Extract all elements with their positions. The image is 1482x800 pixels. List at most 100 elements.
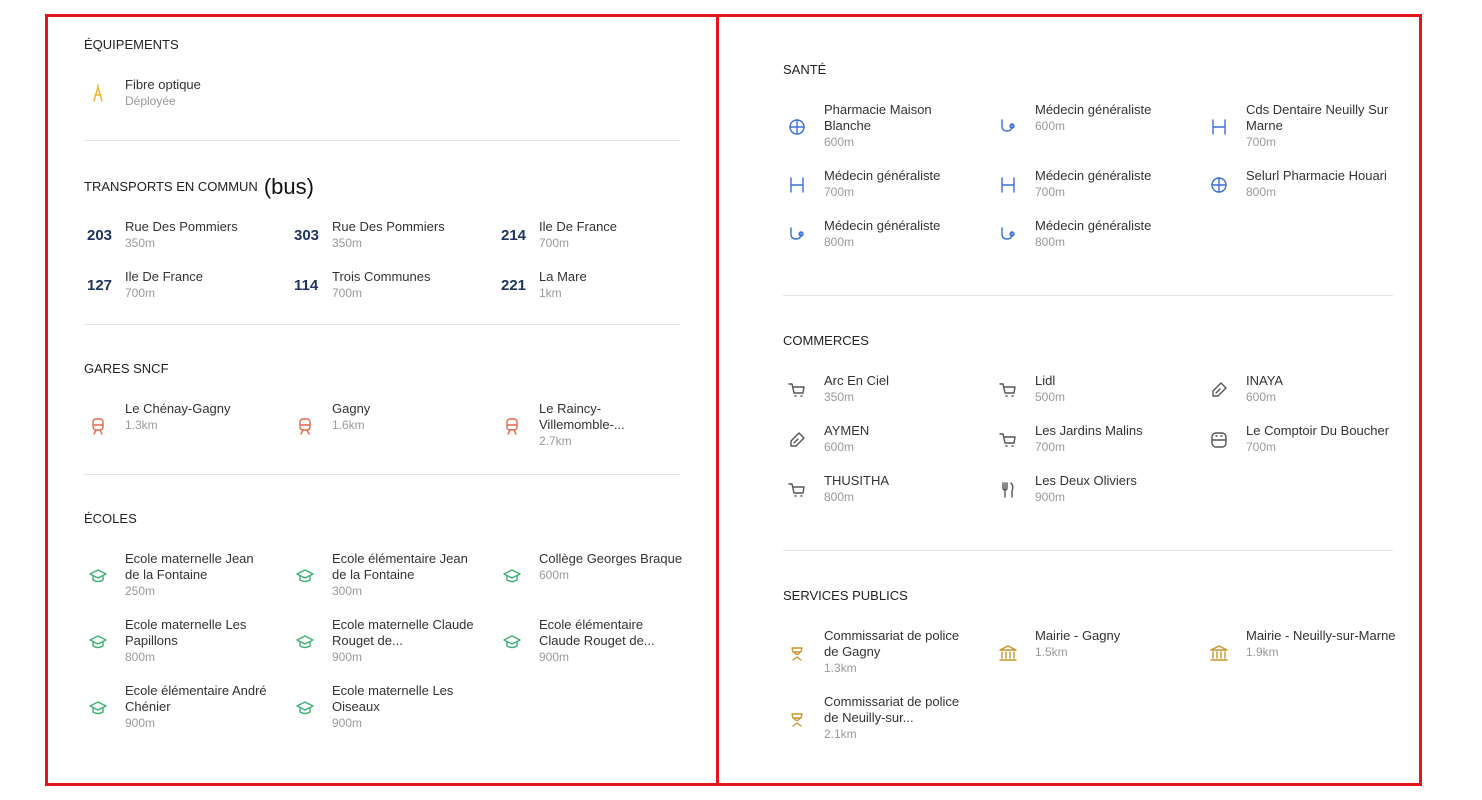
icon: [299, 417, 311, 435]
poi-distance: 700m: [1035, 440, 1066, 454]
section-title-text: ÉCOLES: [84, 511, 137, 526]
poi-distance: 800m: [1246, 185, 1277, 199]
poi-name: La Mare: [539, 269, 587, 284]
poi-distance: 700m: [332, 286, 363, 300]
poi-distance: 900m: [125, 716, 156, 730]
poi-distance: 350m: [125, 236, 156, 250]
icon-shape: [299, 423, 311, 435]
icon-shape: [789, 118, 805, 135]
poi-distance: 900m: [1035, 490, 1066, 504]
poi-item: INAYA 600m: [1205, 373, 1416, 406]
poi-name: Ile De France: [125, 269, 204, 284]
section-title: GARES SNCF: [84, 361, 680, 377]
poi-name: Ecole maternelle Les Papillons: [125, 617, 247, 648]
poi-distance: 500m: [1035, 390, 1066, 404]
bus-line: 221: [501, 276, 527, 294]
poi-name: Ecole maternelle Jean de la Fontaine: [125, 551, 254, 582]
poi-name: Cds Dentaire Neuilly Sur Marne: [1246, 102, 1389, 133]
icon-shape: [1212, 118, 1226, 135]
icon-shape: [1001, 226, 1015, 240]
poi-name: Ecole élémentaire Jean de la Fontaine: [332, 551, 468, 582]
section: GARES SNCF Le Chénay-Gagny 1.3km Gagny 1.6km…: [84, 361, 680, 450]
icon: [1002, 481, 1014, 498]
icon-shape: [791, 712, 803, 727]
poi-distance: 350m: [824, 390, 855, 404]
icon: [790, 226, 804, 240]
poi-item: Commissariat de police de Gagny 1.3km: [783, 628, 994, 677]
section: SANTÉ Pharmacie Maison Blanche 600m Médecin…: [783, 62, 1393, 251]
icon: [1001, 176, 1015, 193]
poi-distance: 1.3km: [824, 661, 857, 675]
poi-item: AYMEN 600m: [783, 423, 994, 456]
icon-shape: [788, 482, 805, 497]
poi-name: Ecole élémentaire André Chénier: [125, 683, 267, 714]
bus-line: 303: [294, 226, 320, 244]
poi-name: Le Raincy-Villemomble-...: [539, 401, 625, 432]
section-title-text: GARES SNCF: [84, 361, 169, 376]
section: SERVICES PUBLICS Commissariat de police d…: [783, 588, 1396, 743]
poi-name: Mairie - Gagny: [1035, 628, 1121, 643]
icon: [89, 568, 107, 582]
poi-name: INAYA: [1246, 373, 1284, 388]
poi-item: Ecole maternelle Les Papillons 800m: [84, 617, 291, 666]
poi-name: Les Deux Oliviers: [1035, 473, 1137, 488]
poi-name: Médecin généraliste: [1035, 168, 1152, 183]
icon: [503, 634, 521, 648]
icon-shape: [1211, 434, 1227, 441]
section-title-text: SANTÉ: [783, 62, 827, 77]
icon: [89, 700, 107, 714]
poi-item: Médecin généraliste 700m: [783, 168, 994, 201]
divider: [84, 140, 680, 141]
section-note: (bus): [263, 174, 314, 199]
poi-name: Fibre optique: [125, 77, 201, 92]
poi-distance: 800m: [125, 650, 156, 664]
poi-distance: 1km: [539, 286, 562, 300]
poi-name: Le Chénay-Gagny: [125, 401, 231, 416]
icon-shape: [999, 382, 1016, 397]
icon-shape: [1001, 176, 1015, 193]
icon-shape: [1210, 644, 1228, 661]
poi-name: Les Jardins Malins: [1035, 423, 1143, 438]
poi-name: Médecin généraliste: [824, 168, 941, 183]
poi-item: THUSITHA 800m: [783, 473, 994, 506]
icon-shape: [1002, 481, 1014, 498]
poi-item: Le Raincy-Villemomble-... 2.7km: [498, 401, 705, 450]
poi-name: Ecole élémentaire Claude Rouget de...: [539, 617, 655, 648]
icon: [788, 482, 805, 497]
poi-item: Ecole élémentaire Jean de la Fontaine 300…: [291, 551, 498, 600]
icon: [999, 382, 1016, 397]
poi-name: Médecin généraliste: [1035, 102, 1152, 117]
poi-distance: 800m: [824, 490, 855, 504]
poi-name: Ecole maternelle Claude Rouget de...: [332, 617, 474, 648]
section-title-text: TRANSPORTS EN COMMUN: [84, 179, 258, 194]
icon-shape: [1001, 118, 1015, 132]
poi-name: Collège Georges Braque: [539, 551, 683, 566]
poi-distance: 2.1km: [824, 727, 857, 741]
section-title: SERVICES PUBLICS: [783, 588, 1393, 604]
left-panel: ÉQUIPEMENTS Fibre optique Déployée TRANSPOR…: [45, 14, 719, 786]
icon: [506, 417, 518, 435]
icon: [296, 634, 314, 648]
icon: [503, 568, 521, 582]
poi-item: Ecole maternelle Claude Rouget de... 900m: [291, 617, 498, 666]
section-title-text: COMMERCES: [783, 333, 869, 348]
poi-name: Arc En Ciel: [824, 373, 890, 388]
poi-distance: 700m: [539, 236, 570, 250]
poi-item: Mairie - Gagny 1.5km: [994, 628, 1205, 677]
poi-item: Selurl Pharmacie Houari 800m: [1205, 168, 1416, 201]
icon-shape: [1211, 176, 1227, 193]
poi-item: Pharmacie Maison Blanche 600m: [783, 102, 994, 151]
poi-distance: 600m: [1035, 119, 1066, 133]
icon: [1211, 431, 1227, 448]
divider: [783, 295, 1393, 296]
poi-distance: 900m: [332, 716, 363, 730]
icon-shape: [790, 431, 805, 447]
poi-item: 221 La Mare 1km: [498, 269, 705, 302]
poi-item: Médecin généraliste 600m: [994, 102, 1205, 151]
poi-item: Arc En Ciel 350m: [783, 373, 994, 406]
poi-item: Ecole maternelle Les Oiseaux 900m: [291, 683, 498, 732]
icon-shape: [999, 432, 1016, 447]
poi-name: Trois Communes: [332, 269, 431, 284]
poi-distance: Déployée: [125, 94, 176, 108]
icon: [296, 568, 314, 582]
